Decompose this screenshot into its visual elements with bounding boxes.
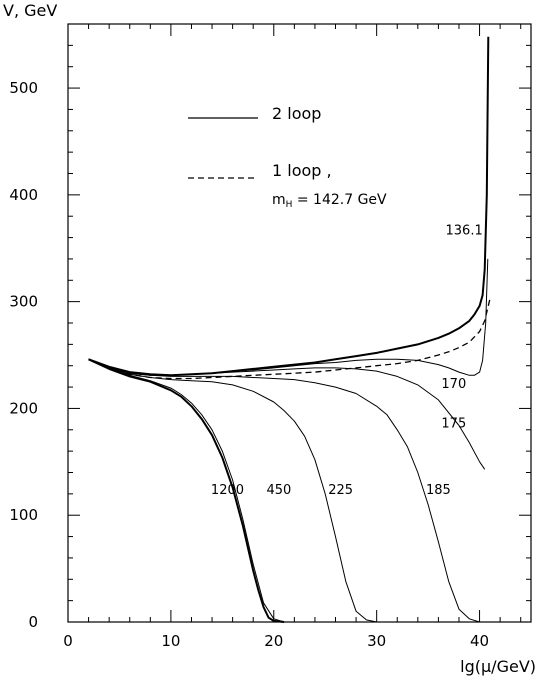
curve-label-175: 175 [441,417,466,432]
chart-series [88,36,491,623]
x-tick-label: 30 [367,632,386,650]
y-tick-label: 400 [9,186,38,204]
series-line-175 [88,358,486,470]
series-line-1200 [88,358,285,623]
curve-labels: 136.1 170 175 185 225 450 1200 [211,223,483,497]
series-line-225 [88,358,387,623]
y-tick-label: 0 [28,613,38,631]
y-axis-title: V, GeV [3,1,57,20]
x-tick-label: 0 [63,632,73,650]
curve-label-1200: 1200 [211,483,244,498]
y-tick-label: 500 [9,79,38,97]
x-tick-label: 20 [264,632,283,650]
x-axis-title: lg(μ/GeV) [460,657,536,676]
series-line-dashed-1 [88,299,491,380]
legend-higgs-mass-note: mH = 142.7 GeV [272,192,387,210]
legend-label-1-loop: 1 loop , [272,161,332,180]
x-tick-label: 10 [161,632,180,650]
series-line-185 [88,358,480,623]
chart-legend: 2 loop 1 loop , mH = 142.7 GeV [188,104,387,210]
curve-label-185: 185 [426,483,451,498]
curve-label-450: 450 [267,483,292,498]
curve-label-136.1: 136.1 [446,223,483,238]
x-tick-label: 40 [470,632,489,650]
curve-label-170: 170 [441,377,466,392]
y-tick-label: 300 [9,293,38,311]
y-tick-label: 200 [9,399,38,417]
curve-label-225: 225 [328,483,353,498]
y-tick-label: 100 [9,506,38,524]
legend-label-2-loop: 2 loop [272,104,321,123]
